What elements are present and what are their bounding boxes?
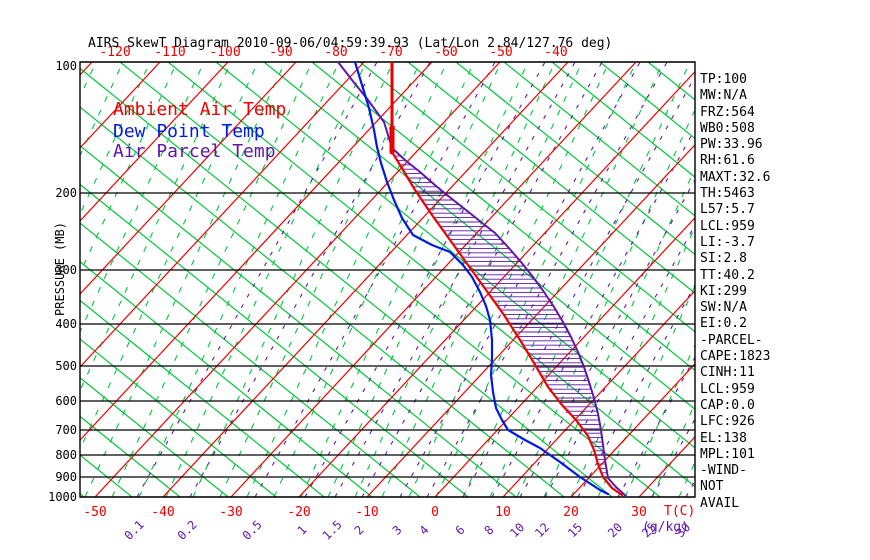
bottom-temp-label: -40: [151, 505, 174, 520]
bottom-temp-label: 0: [431, 505, 439, 520]
stat-line: NOT: [700, 479, 724, 495]
pressure-tick-label: 600: [55, 394, 77, 408]
cape-hatch-area: [394, 155, 608, 474]
pressure-tick-label: 900: [55, 470, 77, 484]
stat-line: EL:138: [700, 430, 747, 446]
top-temp-label: -50: [489, 45, 512, 60]
pressure-tick-label: 100: [55, 59, 77, 73]
isotherm-lines: [80, 62, 695, 497]
top-temp-label: -40: [544, 45, 567, 60]
pressure-tick-label: 1000: [48, 490, 77, 504]
mixing-ratio-label: 10: [507, 520, 527, 540]
ambient-temp-curve: [390, 150, 624, 497]
stat-line: PW:33.96: [700, 137, 763, 153]
stat-line: MAXT:32.6: [700, 169, 771, 185]
stat-line: WB0:508: [700, 120, 755, 136]
stat-line: TP:100: [700, 72, 747, 87]
bottom-temp-label: 10: [495, 505, 511, 520]
mixing-ratio-label: 0.5: [240, 518, 265, 543]
stat-line: SI:2.8: [700, 251, 747, 267]
stat-line: CAPE:1823: [700, 349, 771, 365]
stat-line: L57:5.7: [700, 202, 755, 218]
x-axis-temp-unit: T(C): [664, 504, 696, 519]
legend-ambient-air-temp: Ambient Air Temp: [113, 99, 287, 120]
pressure-tick-label: 700: [55, 423, 77, 437]
moist-adiabat-lines: [80, 62, 695, 497]
top-temp-label: -120: [99, 45, 130, 60]
bottom-temp-label: -50: [83, 505, 106, 520]
pressure-tick-label: 800: [55, 448, 77, 462]
dry-adiabat-lines: [80, 62, 695, 497]
pressure-tick-label: 300: [55, 263, 77, 277]
plot-border: [79, 61, 696, 498]
stat-line: TH:5463: [700, 186, 755, 202]
bottom-temp-label: 30: [631, 505, 647, 520]
stat-line: LFC:926: [700, 414, 755, 430]
mixing-ratio-label: 6: [453, 523, 468, 538]
top-temp-label: -70: [379, 45, 402, 60]
stat-line: RH:61.6: [700, 153, 755, 169]
bottom-temp-label: -20: [287, 505, 310, 520]
mixing-ratio-label: 0.1: [122, 518, 147, 543]
stat-line: CINH:11: [700, 365, 755, 381]
stat-line: MW:N/A: [700, 88, 747, 104]
mixing-ratio-label: 8: [482, 523, 497, 538]
stat-line: MPL:101: [700, 446, 755, 462]
sounding-curves: [337, 62, 628, 497]
stat-line: CAP:0.0: [700, 397, 755, 413]
stat-line: -PARCEL-: [700, 332, 763, 348]
pressure-tick-label: 400: [55, 317, 77, 331]
mixing-ratio-label: 4: [417, 523, 432, 538]
stat-line: EI:0.2: [700, 316, 747, 332]
stat-line: LCL:959: [700, 381, 755, 397]
mixing-ratio-labels: 0.1 0.2 0.5 1 1.5 2 3 4 6 8 10 12 15 20 25 30: [122, 518, 694, 543]
dew-point-curve: [353, 62, 610, 496]
top-temp-labels: -120 -110 -100 -90 -80 -70 -60 -50 -40: [99, 45, 567, 60]
mixing-ratio-label: 0.2: [175, 518, 200, 543]
top-temp-label: -100: [209, 45, 240, 60]
mixing-ratio-label: 15: [565, 520, 585, 540]
mixing-ratio-label: 1.5: [320, 518, 345, 543]
mixing-ratio-label: 1: [295, 523, 310, 538]
mixing-ratio-label: 12: [532, 520, 552, 540]
top-temp-label: -110: [154, 45, 185, 60]
stat-line: FRZ:564: [700, 104, 755, 120]
legend-dew-point-temp: Dew Point Temp: [113, 121, 265, 142]
y-axis-title: PRESSURE (MB): [53, 222, 67, 316]
mixing-ratio-label: 2: [352, 523, 367, 538]
air-parcel-temp-curve: [337, 62, 628, 497]
stat-line: LI:-3.7: [700, 234, 755, 250]
pressure-tick-label: 200: [55, 186, 77, 200]
bottom-temp-label: 20: [563, 505, 579, 520]
x-axis-mixing-unit: (g/kg): [642, 520, 689, 535]
pressure-tick-labels: 100 200 300 400 500 600 700 800 900 1000: [48, 59, 77, 504]
chart-title: AIRS SkewT Diagram 2010-09-06/04:59:39.9…: [88, 36, 613, 51]
mixing-ratio-label: 20: [605, 520, 625, 540]
stat-line: LCL:959: [700, 218, 755, 234]
legend-air-parcel-temp: Air Parcel Temp: [113, 141, 276, 162]
bottom-temp-labels: -50 -40 -30 -20 -10 0 10 20 30: [83, 505, 647, 520]
grid-lines: [80, 62, 695, 497]
stat-line: SW:N/A: [700, 300, 747, 316]
stat-line: KI:299: [700, 283, 747, 299]
top-temp-label: -90: [269, 45, 292, 60]
sounding-stats-column: TP:100 MW:N/A FRZ:564 WB0:508 PW:33.96 RH:61.…: [700, 72, 770, 512]
stat-line: AVAIL: [700, 495, 740, 511]
bottom-temp-label: -30: [219, 505, 242, 520]
pressure-tick-label: 500: [55, 359, 77, 373]
stat-line: TT:40.2: [700, 267, 755, 283]
top-temp-label: -80: [324, 45, 347, 60]
bottom-temp-label: -10: [355, 505, 378, 520]
mixing-ratio-label: 3: [390, 523, 405, 538]
top-temp-label: -60: [434, 45, 457, 60]
stat-line: -WIND-: [700, 463, 747, 479]
